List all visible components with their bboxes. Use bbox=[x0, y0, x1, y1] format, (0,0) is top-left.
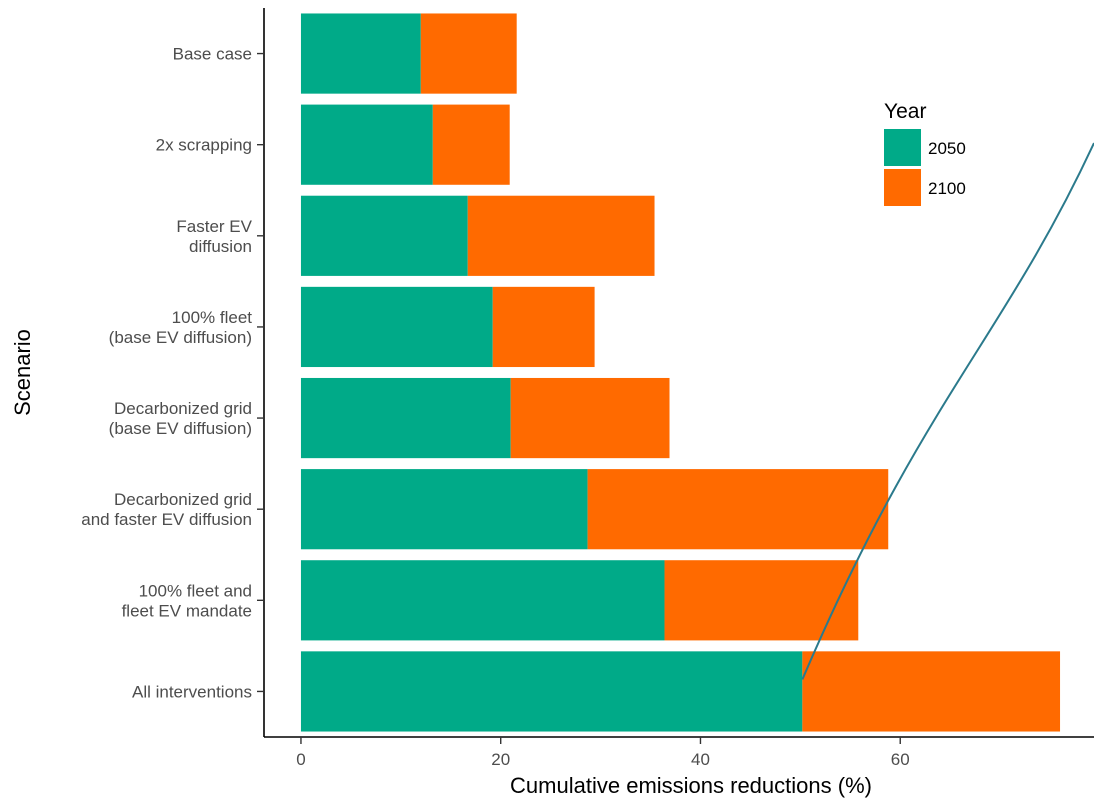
y-tick-label: Faster EV diffusion bbox=[176, 217, 252, 256]
bar-2100-3 bbox=[492, 286, 595, 368]
bar-2100-7 bbox=[802, 651, 1061, 732]
bar-2050-6 bbox=[300, 560, 665, 641]
y-axis-ticks: Base case 2x scrapping Faster EV diffusion 1… bbox=[81, 45, 264, 701]
x-axis-title: Cumulative emissions reductions (%) bbox=[510, 773, 872, 798]
bar-2100-2 bbox=[467, 195, 655, 276]
legend: Year 2050 2100 bbox=[884, 100, 966, 206]
legend-swatch-2050 bbox=[884, 129, 921, 166]
y-axis-title: Scenario bbox=[10, 329, 35, 416]
bar-2050-4 bbox=[300, 377, 511, 459]
y-tick-label: Decarbonized grid (base EV diffusion) bbox=[109, 399, 252, 438]
bar-2050-5 bbox=[300, 469, 588, 550]
x-tick-label: 40 bbox=[691, 750, 710, 769]
bar-2100-4 bbox=[510, 377, 670, 459]
x-axis-ticks: 0 20 40 60 bbox=[296, 737, 910, 769]
legend-label-2100: 2100 bbox=[928, 179, 966, 198]
y-tick-label: 100% fleet (base EV diffusion) bbox=[109, 308, 253, 347]
bar-2100-0 bbox=[420, 13, 517, 94]
y-tick-label: 100% fleet and fleet EV mandate bbox=[122, 581, 252, 620]
legend-label-2050: 2050 bbox=[928, 139, 966, 158]
y-tick-label: 2x scrapping bbox=[156, 136, 252, 155]
bar-layer bbox=[300, 13, 1061, 732]
axes-layer bbox=[263, 8, 1094, 738]
bar-2050-0 bbox=[300, 13, 421, 94]
y-tick-label: Base case bbox=[173, 45, 252, 64]
bar-2050-3 bbox=[300, 286, 493, 368]
bar-2050-2 bbox=[300, 195, 468, 276]
legend-swatch-2100 bbox=[884, 169, 921, 206]
bar-2100-1 bbox=[432, 104, 510, 185]
y-tick-label: All interventions bbox=[132, 682, 252, 701]
x-tick-label: 20 bbox=[491, 750, 510, 769]
legend-title: Year bbox=[884, 100, 926, 123]
x-tick-label: 60 bbox=[891, 750, 910, 769]
bar-2050-1 bbox=[300, 104, 433, 185]
bar-2100-5 bbox=[587, 469, 889, 550]
overlay-line bbox=[801, 142, 1094, 680]
y-tick-label: Decarbonized grid and faster EV diffusion bbox=[81, 490, 252, 529]
bar-2100-6 bbox=[664, 560, 859, 641]
bar-2050-7 bbox=[300, 651, 803, 732]
overlay-layer bbox=[801, 142, 1094, 680]
x-tick-label: 0 bbox=[296, 750, 305, 769]
